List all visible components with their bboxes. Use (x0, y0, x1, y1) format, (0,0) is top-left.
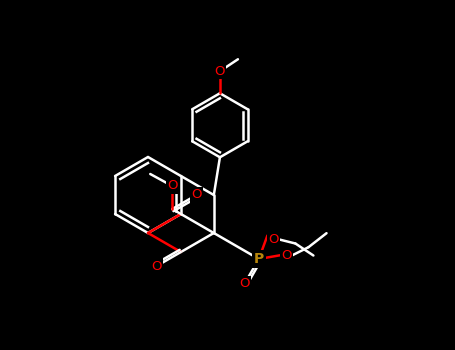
Text: O: O (240, 277, 250, 290)
Text: O: O (268, 233, 278, 246)
Text: P: P (254, 252, 264, 266)
Text: O: O (152, 259, 162, 273)
Text: O: O (191, 189, 202, 202)
Text: O: O (167, 180, 177, 193)
Text: O: O (281, 249, 292, 262)
Text: O: O (215, 65, 225, 78)
